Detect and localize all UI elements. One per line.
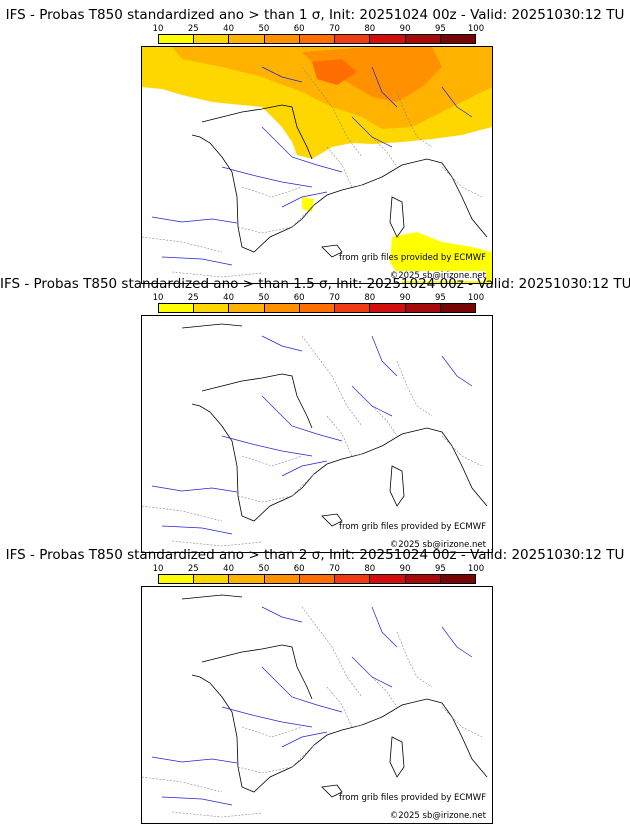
colorbar-tick-label: 70: [329, 293, 340, 303]
colorbar-tick-label: 50: [258, 564, 270, 574]
colorbar-tick-label: 90: [399, 293, 411, 303]
copyright-credit: ©2025 sb@irizone.net: [389, 540, 486, 550]
colorbar-segment: [440, 35, 475, 43]
colorbar-segment: [264, 575, 300, 583]
map-canvas: [142, 47, 492, 283]
colorbar-tick-label: 95: [434, 564, 446, 574]
colorbar-tick-label: 100: [467, 293, 485, 303]
colorbar-segment: [194, 575, 230, 583]
colorbar-segment: [229, 304, 265, 312]
colorbar-segment: [194, 304, 230, 312]
colorbar-segment: [335, 304, 371, 312]
panel-2sigma: IFS - Probas T850 standardized ano > tha…: [0, 547, 630, 824]
colorbar-tick-label: 10: [152, 293, 164, 303]
colorbar-tick-label: 95: [434, 24, 446, 34]
map-canvas: [142, 323, 488, 547]
colorbar-tick-label: 10: [152, 564, 164, 574]
colorbar-tick-label: 25: [187, 24, 199, 34]
colorbar: [158, 303, 476, 313]
map-area: from grib files provided by ECMWF ©2025 …: [141, 586, 493, 824]
colorbar-tick-label: 50: [258, 24, 270, 34]
colorbar-segment: [405, 304, 441, 312]
colorbar-segment: [229, 35, 265, 43]
colorbar: [158, 34, 476, 44]
panel-title: IFS - Probas T850 standardized ano > tha…: [5, 7, 625, 23]
river-line: [151, 335, 473, 535]
colorbar-segment: [229, 575, 265, 583]
colorbar-tick-label: 70: [329, 24, 340, 34]
colorbar: [158, 574, 476, 584]
coastline: [181, 594, 488, 798]
colorbar-tick-label: 50: [258, 293, 270, 303]
colorbar-tick-label: 100: [467, 24, 485, 34]
colorbar-segment: [370, 304, 406, 312]
colorbar-segment: [264, 304, 300, 312]
copyright-credit: ©2025 sb@irizone.net: [389, 271, 486, 281]
colorbar-labels: 10 25 40 50 60 70 80 90 95 100: [153, 564, 485, 574]
data-source-credit: from grib files provided by ECMWF: [339, 522, 486, 532]
colorbar-segment: [194, 35, 230, 43]
map-area: from grib files provided by ECMWF ©2025 …: [141, 46, 493, 284]
colorbar-tick-label: 40: [223, 24, 235, 34]
colorbar-tick-label: 60: [293, 293, 305, 303]
colorbar-segment: [440, 304, 475, 312]
border-line: [142, 606, 483, 818]
colorbar-segment: [335, 35, 371, 43]
panel-title: IFS - Probas T850 standardized ano > tha…: [5, 547, 625, 563]
colorbar-segment: [370, 575, 406, 583]
river-line: [151, 606, 473, 806]
coastline: [191, 104, 488, 258]
colorbar-tick-label: 40: [223, 564, 235, 574]
colorbar-segment: [299, 35, 336, 43]
anomaly-shading: [390, 232, 492, 283]
map-area: from grib files provided by ECMWF ©2025 …: [141, 315, 493, 553]
colorbar-labels: 10 25 40 50 60 70 80 90 95 100: [153, 24, 485, 34]
colorbar-tick-label: 90: [399, 564, 411, 574]
colorbar-tick-label: 80: [364, 293, 376, 303]
colorbar-tick-label: 80: [364, 564, 376, 574]
colorbar-tick-label: 60: [293, 564, 305, 574]
colorbar-tick-label: 25: [187, 293, 199, 303]
colorbar-tick-label: 95: [434, 293, 446, 303]
colorbar-segment: [299, 575, 336, 583]
panel-title: IFS - Probas T850 standardized ano > tha…: [0, 276, 630, 292]
anomaly-shading: [312, 59, 357, 85]
map-canvas: [142, 594, 488, 818]
colorbar-tick-label: 80: [364, 24, 376, 34]
colorbar-tick-label: 60: [293, 24, 305, 34]
coastline: [181, 323, 488, 527]
data-source-credit: from grib files provided by ECMWF: [339, 253, 486, 263]
border-line: [142, 335, 483, 547]
river-line: [151, 66, 473, 266]
colorbar-segment: [159, 304, 195, 312]
colorbar-segment: [159, 35, 195, 43]
colorbar-segment: [440, 575, 475, 583]
border-line: [142, 66, 483, 278]
panel-1sigma: IFS - Probas T850 standardized ano > tha…: [0, 7, 630, 284]
colorbar-tick-label: 10: [152, 24, 164, 34]
colorbar-tick-label: 70: [329, 564, 340, 574]
colorbar-tick-label: 40: [223, 293, 235, 303]
colorbar-labels: 10 25 40 50 60 70 80 90 95 100: [153, 293, 485, 303]
colorbar-segment: [159, 575, 195, 583]
anomaly-shading: [302, 197, 314, 212]
data-source-credit: from grib files provided by ECMWF: [339, 793, 486, 803]
colorbar-segment: [264, 35, 300, 43]
panel-1-5sigma: IFS - Probas T850 standardized ano > tha…: [0, 276, 630, 553]
colorbar-segment: [405, 35, 441, 43]
colorbar-tick-label: 100: [467, 564, 485, 574]
colorbar-segment: [299, 304, 336, 312]
copyright-credit: ©2025 sb@irizone.net: [389, 811, 486, 821]
colorbar-segment: [370, 35, 406, 43]
colorbar-segment: [405, 575, 441, 583]
colorbar-tick-label: 25: [187, 564, 199, 574]
colorbar-tick-label: 90: [399, 24, 411, 34]
colorbar-segment: [335, 575, 371, 583]
